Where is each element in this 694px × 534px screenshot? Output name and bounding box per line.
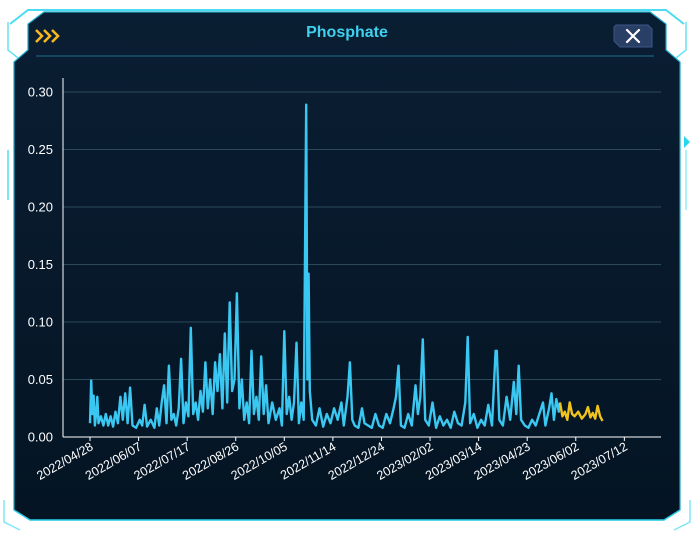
y-tick-label: 0.30 [28,85,53,100]
close-icon [613,24,653,48]
panel-title: Phosphate [306,24,388,41]
y-tick-label: 0.05 [28,372,53,387]
y-tick-labels: 0.00 0.05 0.10 0.15 0.20 0.25 0.30 [28,85,53,445]
series-group [88,103,604,429]
series-line-forecast [558,401,604,422]
triple-chevron-right-icon [35,29,60,43]
y-tick-label: 0.20 [28,200,53,215]
y-tick-label: 0.15 [28,257,53,272]
y-tick-label: 0.10 [28,315,53,330]
y-tick-label: 0.00 [28,430,53,445]
close-button[interactable] [612,23,654,49]
grid-lines [63,91,661,380]
x-tick-labels: 2022/04/282022/06/072022/07/172022/08/26… [34,437,630,483]
y-tick-label: 0.25 [28,142,53,157]
series-line-measured [88,103,562,429]
